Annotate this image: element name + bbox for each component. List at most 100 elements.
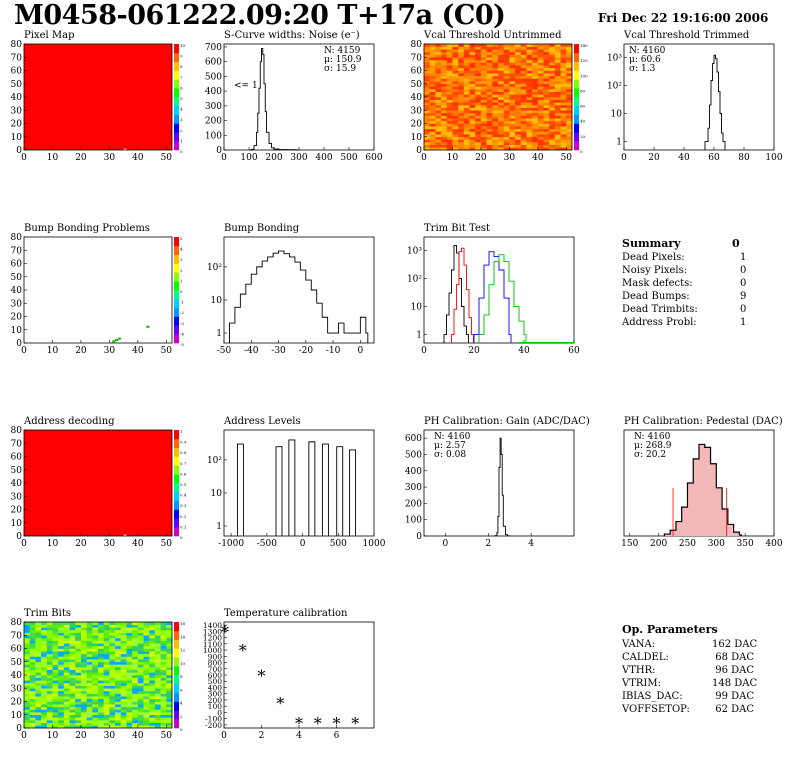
heat-cell (92, 682, 99, 686)
heat-cell (132, 648, 139, 652)
heat-cell (24, 669, 30, 673)
heat-cell (80, 624, 87, 628)
heat-cell (475, 102, 482, 106)
heat-cell (452, 136, 459, 140)
heat-cell (63, 643, 70, 647)
heat-cell (35, 722, 42, 726)
heat-cell (46, 664, 53, 668)
heat-cell (126, 704, 133, 708)
heat-cell (63, 725, 70, 729)
heat-cell (75, 677, 82, 681)
heat-cell (480, 67, 487, 71)
heat-cell (143, 651, 150, 655)
heat-cell (537, 115, 544, 119)
vcal-untrimmed-xtick-label: 40 (532, 153, 544, 163)
heat-cell (452, 102, 459, 106)
heat-cell (103, 688, 110, 692)
heat-cell (475, 54, 482, 58)
page-date: Fri Dec 22 19:16:00 2006 (598, 11, 769, 25)
heat-cell (429, 134, 436, 138)
heat-cell (475, 65, 482, 69)
heat-cell (35, 693, 42, 697)
heat-cell (492, 75, 499, 79)
heat-cell (126, 622, 133, 625)
scurve-widths-stat: σ: 15.9 (324, 64, 356, 74)
heat-cell (566, 89, 573, 92)
heat-cell (424, 54, 430, 58)
heat-cell (132, 624, 139, 628)
heat-cell (75, 717, 82, 721)
heat-cell (46, 648, 53, 652)
heat-cell (132, 629, 139, 633)
heat-cell (41, 690, 48, 694)
heat-cell (143, 640, 150, 644)
heat-cell (441, 70, 448, 74)
heat-cell (475, 83, 482, 87)
heat-cell (29, 664, 36, 668)
colorbar-segment (174, 666, 179, 676)
heat-cell (109, 659, 116, 663)
heat-cell (475, 131, 482, 135)
heat-cell (29, 704, 36, 708)
colorbar-segment (174, 509, 179, 519)
bump-bonding-xtick-label: -40 (244, 346, 259, 356)
heat-cell (58, 651, 65, 655)
heat-cell (515, 123, 522, 127)
heat-cell (543, 83, 550, 87)
heat-cell (503, 54, 510, 58)
heat-cell (520, 144, 527, 148)
heat-cell (98, 690, 104, 694)
heat-cell (486, 67, 493, 71)
heat-cell (520, 70, 527, 74)
heat-cell (532, 102, 539, 106)
heat-cell (526, 51, 533, 55)
heat-cell (35, 622, 42, 625)
heat-cell (492, 142, 499, 145)
heat-cell (154, 709, 161, 713)
heat-cell (120, 677, 127, 681)
heat-cell (503, 51, 510, 55)
heat-cell (537, 73, 544, 77)
heat-cell (52, 622, 59, 625)
heat-cell (498, 54, 504, 58)
heat-cell (554, 144, 561, 148)
heat-cell (549, 46, 556, 50)
heat-cell (154, 701, 161, 705)
heat-cell (41, 714, 48, 718)
heat-cell (566, 62, 573, 66)
heat-cell (143, 672, 150, 676)
heat-cell (109, 661, 116, 665)
heat-cell (526, 75, 533, 79)
heat-cell (509, 78, 516, 82)
heat-cell (63, 722, 70, 726)
heat-cell (537, 102, 544, 106)
heat-cell (149, 669, 156, 673)
heat-cell (120, 688, 127, 692)
heat-cell (149, 622, 156, 625)
heat-cell (429, 91, 436, 95)
heat-cell (35, 653, 42, 657)
heat-cell (435, 67, 442, 71)
heat-cell (63, 645, 70, 649)
ph-gain-xtick-label: 4 (528, 539, 534, 549)
ph-gain-stat: σ: 0.08 (434, 450, 466, 460)
heat-cell (446, 94, 453, 98)
heat-cell (424, 91, 430, 95)
heat-cell (469, 104, 476, 108)
heat-cell (120, 722, 127, 726)
heat-cell (475, 144, 482, 148)
heat-cell (486, 136, 493, 140)
heat-cell (24, 653, 30, 657)
heat-cell (532, 65, 539, 69)
heat-cell (515, 62, 522, 66)
summary-row-label: Mask defects: (622, 278, 693, 289)
heat-cell (475, 99, 482, 103)
heat-cell (463, 83, 470, 87)
heat-cell (160, 701, 167, 705)
heat-cell (58, 656, 65, 660)
heat-cell (429, 131, 436, 135)
colorbar-label: 0.5 (180, 482, 187, 487)
heat-cell (69, 661, 76, 665)
heat-cell (515, 57, 522, 61)
heat-cell (109, 640, 116, 644)
